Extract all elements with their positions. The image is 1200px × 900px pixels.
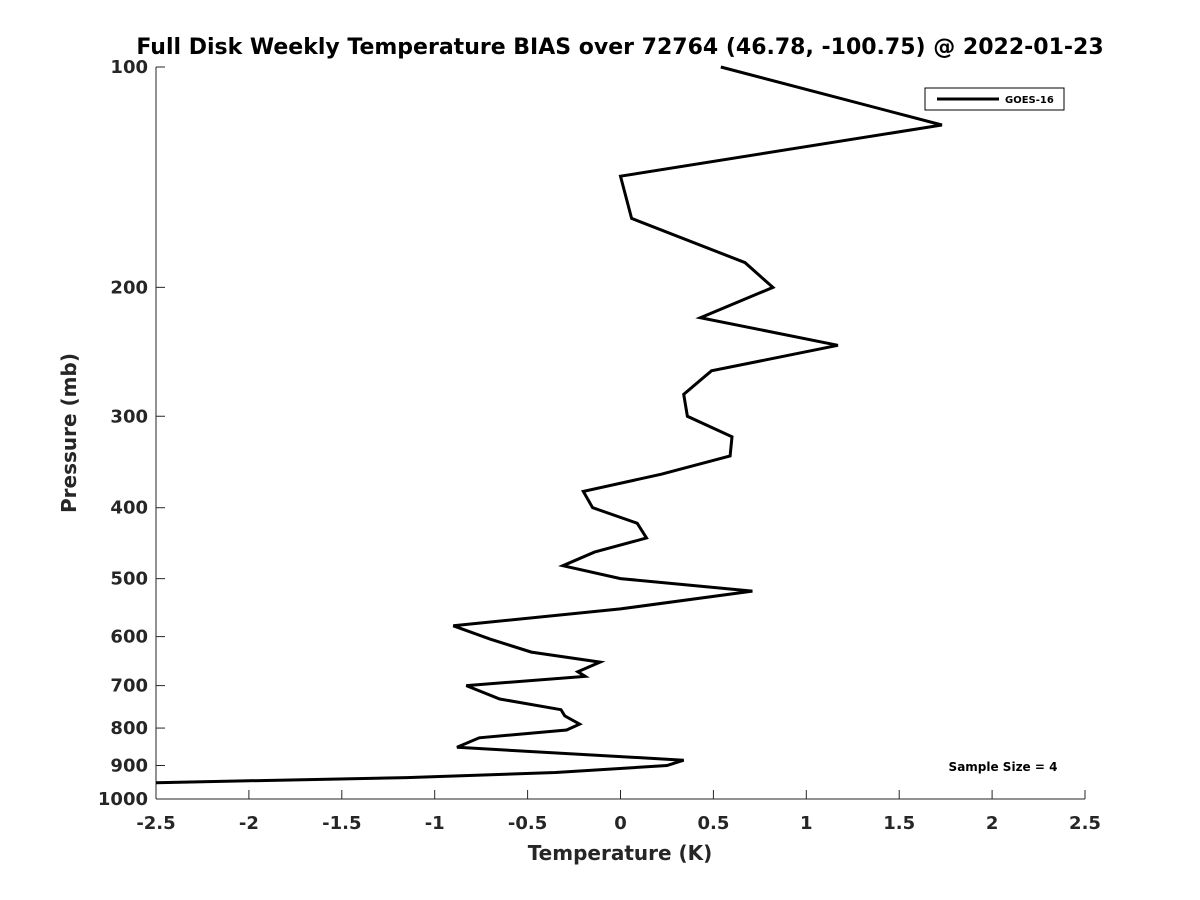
y-tick-label: 400 — [110, 498, 148, 519]
x-tick-label: -2.5 — [136, 813, 175, 834]
y-tick-label: 200 — [110, 277, 148, 298]
chart-title: Full Disk Weekly Temperature BIAS over 7… — [136, 35, 1103, 60]
y-tick-label: 100 — [110, 57, 148, 78]
series-line-goes-16 — [155, 65, 943, 785]
legend-label: GOES-16 — [1005, 95, 1054, 106]
sample-size-annotation: Sample Size = 4 — [949, 760, 1058, 774]
y-tick-label: 600 — [110, 627, 148, 648]
x-tick-label: -0.5 — [508, 813, 547, 834]
plot-area — [156, 67, 1085, 799]
x-tick-label: -1.5 — [322, 813, 361, 834]
x-axis-label: Temperature (K) — [528, 841, 713, 865]
x-tick-label: 2 — [986, 813, 999, 834]
y-tick-label: 800 — [110, 718, 148, 739]
legend: GOES-16 — [924, 87, 1065, 111]
series-layer — [155, 65, 943, 785]
x-tick-label: 1 — [800, 813, 813, 834]
y-axis: 100 200 300 400 500 600 700 800 900 1000 — [98, 57, 165, 810]
y-tick-label: 1000 — [98, 789, 148, 810]
x-tick-label: 0 — [614, 813, 627, 834]
y-tick-label: 700 — [110, 676, 148, 697]
x-tick-label: 2.5 — [1069, 813, 1101, 834]
y-axis-label: Pressure (mb) — [57, 353, 81, 513]
x-tick-label: 0.5 — [697, 813, 729, 834]
y-tick-label: 900 — [110, 756, 148, 777]
x-tick-label: 1.5 — [883, 813, 915, 834]
x-axis: -2.5 -2 -1.5 -1 -0.5 0 0.5 1 1.5 2 2.5 — [136, 790, 1101, 834]
y-tick-label: 500 — [110, 569, 148, 590]
x-tick-label: -2 — [239, 813, 259, 834]
x-tick-label: -1 — [425, 813, 445, 834]
y-tick-label: 300 — [110, 406, 148, 427]
